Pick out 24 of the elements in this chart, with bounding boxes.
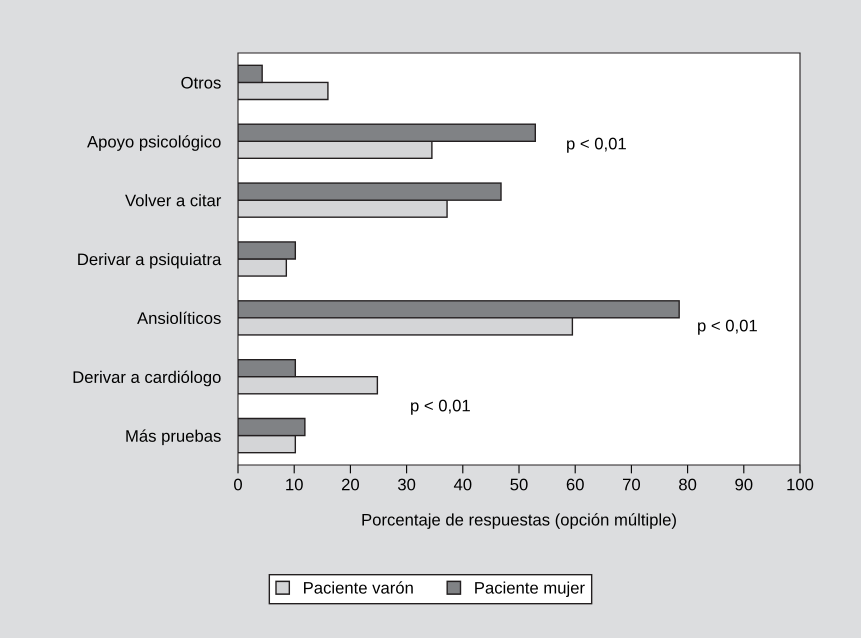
- legend-label: Paciente mujer: [475, 581, 585, 597]
- annotation: p < 0,01: [411, 400, 470, 415]
- y-tick-label: Apoyo psicológico: [87, 135, 221, 151]
- annotation: p < 0,01: [698, 320, 757, 335]
- x-tick-label: 90: [735, 478, 752, 490]
- x-tick-label: 50: [510, 478, 528, 490]
- annotation: p < 0,01: [567, 138, 626, 153]
- x-tick-label: 70: [622, 478, 640, 490]
- x-axis-title: Porcentaje de respuestas (opción múltiple): [362, 513, 676, 529]
- y-tick-label: Ansiolíticos: [137, 312, 221, 324]
- y-tick-label: Derivar a cardiólogo: [74, 370, 221, 386]
- y-tick-label: Volver a citar: [125, 194, 222, 206]
- y-tick-label: Más pruebas: [126, 429, 221, 446]
- x-tick-label: 80: [679, 478, 696, 490]
- y-tick-label: Otros: [181, 76, 221, 89]
- x-tick-label: 20: [342, 478, 360, 490]
- x-tick-label: 0: [234, 478, 242, 490]
- x-tick-label: 10: [286, 478, 303, 490]
- x-tick-label: 100: [787, 478, 814, 490]
- y-tick-label: Derivar a psiquiatra: [78, 252, 222, 268]
- x-tick-label: 40: [454, 478, 472, 490]
- legend-label: Paciente varón: [304, 581, 413, 594]
- x-tick-label: 30: [398, 478, 416, 490]
- x-tick-label: 60: [566, 478, 584, 490]
